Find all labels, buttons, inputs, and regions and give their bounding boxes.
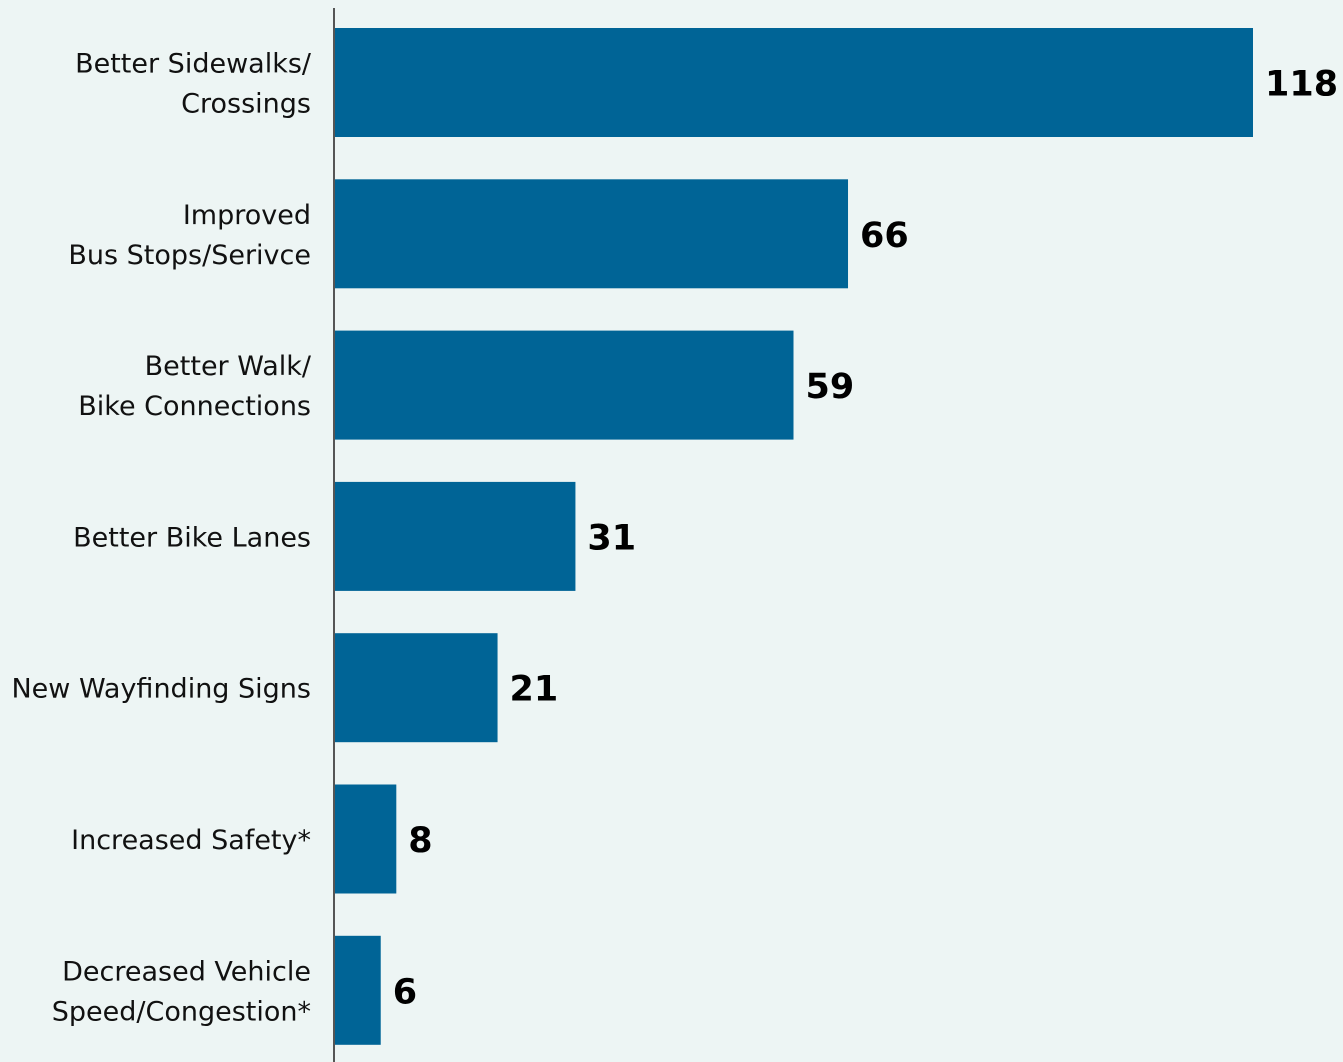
value-label: 118 — [1265, 65, 1338, 105]
category-label-line: Better Sidewalks/ — [75, 49, 312, 80]
category-label: Improved Bus Stops/Serivce — [68, 200, 311, 271]
value-label: 8 — [408, 821, 432, 861]
category-label: New Wayfinding Signs — [11, 674, 311, 705]
bar — [334, 179, 849, 289]
category-label-line: Increased Safety* — [71, 825, 311, 856]
category-label: Increased Safety* — [71, 825, 311, 856]
value-label: 21 — [510, 670, 559, 710]
bar — [334, 633, 498, 743]
category-label-line: Crossings — [181, 89, 311, 120]
bar — [334, 935, 381, 1045]
category-label: Better Bike Lanes — [73, 522, 311, 553]
category-label: Better Sidewalks/Crossings — [75, 49, 312, 120]
category-label-line: Better Walk/ — [145, 351, 312, 382]
category-label-line: New Wayfinding Signs — [11, 674, 311, 705]
bar — [334, 481, 576, 591]
category-label-line: Bus Stops/Serivce — [68, 240, 311, 271]
category-label: Decreased Vehicle Speed/Congestion* — [52, 956, 311, 1027]
bar — [334, 330, 794, 440]
value-label: 31 — [587, 518, 636, 558]
bar — [334, 28, 1253, 137]
category-label-line: Better Bike Lanes — [73, 522, 311, 553]
category-label-line: Bike Connections — [78, 391, 311, 422]
value-label: 66 — [860, 216, 909, 256]
value-label: 59 — [806, 367, 855, 407]
value-label: 6 — [393, 972, 417, 1012]
bar — [334, 784, 397, 894]
category-label-line: Improved — [183, 200, 311, 231]
category-label-line: Decreased Vehicle — [62, 956, 311, 987]
category-label: Better Walk/Bike Connections — [78, 351, 312, 422]
category-label-line: Speed/Congestion* — [52, 996, 311, 1027]
